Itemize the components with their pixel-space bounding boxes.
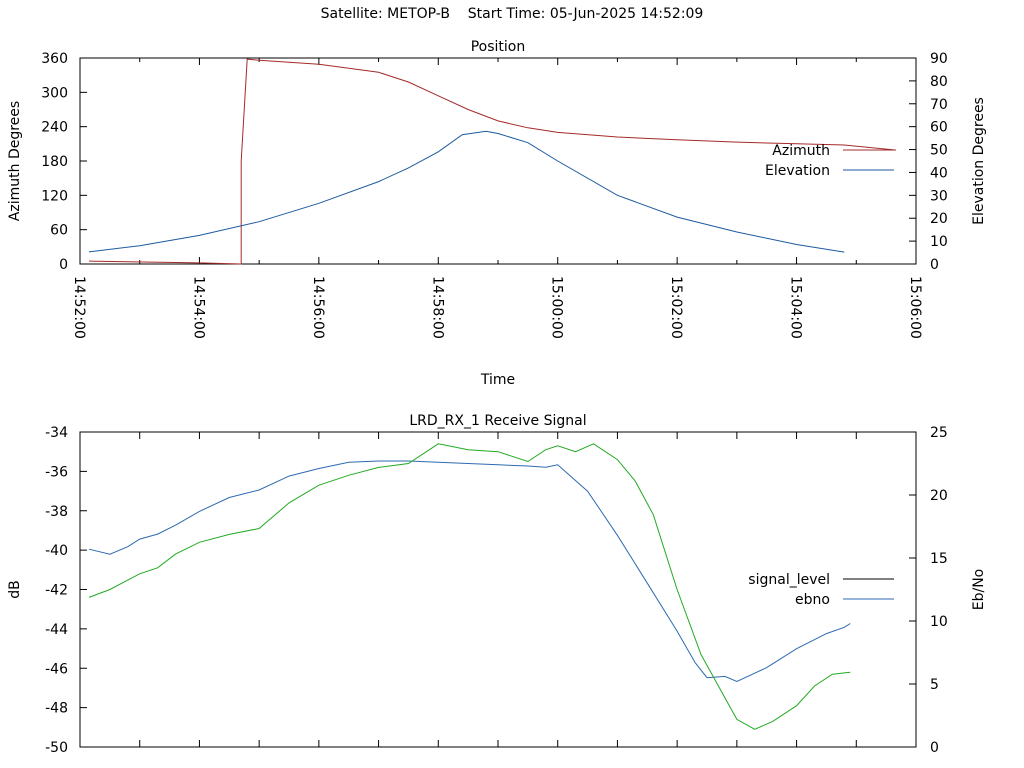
chart2-y-axis-label: dB (7, 580, 23, 599)
chart2-y2-axis-label: Eb/No (971, 569, 987, 611)
chart2-title: LRD_RX_1 Receive Signal (409, 413, 586, 429)
chart1-y2-axis-tick-label: 30 (930, 188, 948, 204)
chart2-y2-axis-tick-label: 15 (930, 551, 948, 567)
chart2-y2-axis-tick-label: 5 (930, 677, 939, 693)
chart2-y-axis-tick-label: -40 (45, 543, 68, 559)
chart1-x-tick-label: 14:54:00 (190, 276, 206, 339)
chart1-frame (79, 57, 917, 265)
chart2-y-axis-tick-label: -34 (45, 425, 68, 441)
chart1-x-tick-label: 15:04:00 (788, 276, 804, 339)
chart1-legend-label: Azimuth (772, 143, 830, 159)
chart2-series-unlabeled-line (88, 443, 851, 730)
chart1-x-tick-label: 14:58:00 (429, 276, 445, 339)
chart1-y-axis-tick-label: 300 (41, 85, 68, 101)
chart1-x-axis-label: Time (480, 372, 515, 388)
chart2-legend-label: ebno (795, 592, 830, 608)
chart2-frame (79, 431, 917, 748)
chart2-legend-label: signal_level (748, 572, 830, 588)
chart2-y-axis-tick-label: -38 (45, 504, 68, 520)
chart1-x-tick-label: 15:02:00 (668, 276, 684, 339)
chart1-y-axis-label: Azimuth Degrees (7, 101, 23, 221)
chart1-y-axis-tick-label: 240 (41, 120, 68, 136)
page-title: Satellite: METOP-B Start Time: 05-Jun-20… (320, 6, 704, 22)
chart2-y-axis-tick-label: -44 (45, 622, 68, 638)
chart2-y2-axis-tick-label: 10 (930, 614, 948, 630)
chart2-y-axis-tick-label: -48 (45, 701, 68, 717)
chart1-y-axis-tick-label: 120 (41, 188, 68, 204)
chart2-series-ebno-line (88, 460, 851, 683)
chart2-y2-axis-tick-label: 25 (930, 425, 948, 441)
chart1-y2-axis-tick-label: 0 (930, 257, 939, 273)
chart1-y-axis-tick-label: 60 (50, 223, 68, 239)
chart1-y2-axis-tick-label: 10 (930, 234, 948, 250)
chart2-y2-axis-tick-label: 0 (930, 740, 939, 756)
chart1-legend-label: Elevation (765, 163, 830, 179)
chart1-y2-axis-tick-label: 70 (930, 97, 948, 113)
chart2-y-axis-tick-label: -42 (45, 583, 68, 599)
chart1-y-axis-tick-label: 180 (41, 154, 68, 170)
chart1-y2-axis-label: Elevation Degrees (971, 97, 987, 225)
chart2-y-axis-tick-label: -46 (45, 661, 68, 677)
chart1-y-axis-tick-label: 0 (59, 257, 68, 273)
chart1-x-tick-label: 15:06:00 (907, 276, 923, 339)
chart2-y-axis-tick-label: -36 (45, 464, 68, 480)
chart1-title: Position (471, 39, 526, 55)
chart1-y2-axis-tick-label: 40 (930, 165, 948, 181)
chart1-x-tick-label: 14:56:00 (310, 276, 326, 339)
chart1-y2-axis-tick-label: 80 (930, 74, 948, 90)
chart1-y2-axis-tick-label: 20 (930, 211, 948, 227)
chart2-y-axis-tick-label: -50 (45, 740, 68, 756)
chart1-y2-axis-tick-label: 60 (930, 120, 948, 136)
chart1-y2-axis-tick-label: 50 (930, 143, 948, 159)
chart2-y2-axis-tick-label: 20 (930, 488, 948, 504)
chart1-series-elevation-line (88, 130, 845, 253)
chart1-x-tick-label: 14:52:00 (71, 276, 87, 339)
chart1-x-tick-label: 15:00:00 (549, 276, 565, 339)
chart1-y-axis-tick-label: 360 (41, 51, 68, 67)
chart1-series-azimuth-line (88, 58, 897, 265)
chart1-y2-axis-tick-label: 90 (930, 51, 948, 67)
